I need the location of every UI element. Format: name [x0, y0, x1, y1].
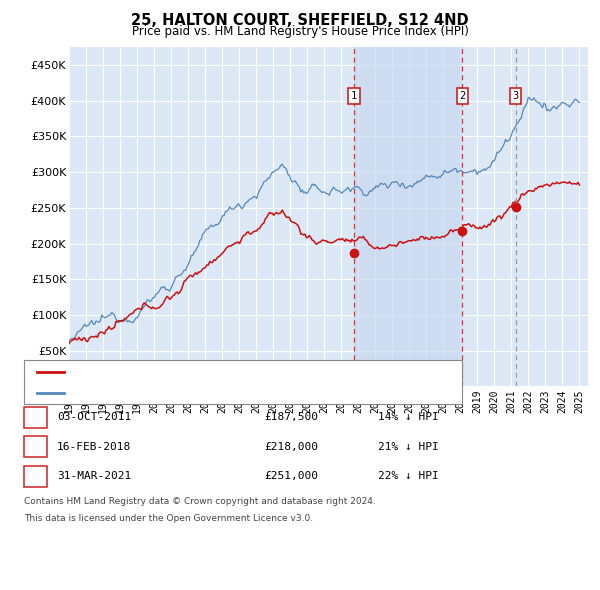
Text: 1: 1	[351, 91, 357, 101]
Text: 31-MAR-2021: 31-MAR-2021	[57, 471, 131, 481]
Text: 25, HALTON COURT, SHEFFIELD, S12 4ND: 25, HALTON COURT, SHEFFIELD, S12 4ND	[131, 13, 469, 28]
Text: 1: 1	[32, 412, 39, 422]
Text: 21% ↓ HPI: 21% ↓ HPI	[378, 442, 439, 451]
Text: £187,500: £187,500	[264, 412, 318, 422]
Text: 2: 2	[459, 91, 466, 101]
Text: 3: 3	[512, 91, 519, 101]
Text: Price paid vs. HM Land Registry's House Price Index (HPI): Price paid vs. HM Land Registry's House …	[131, 25, 469, 38]
Text: This data is licensed under the Open Government Licence v3.0.: This data is licensed under the Open Gov…	[24, 514, 313, 523]
Text: £218,000: £218,000	[264, 442, 318, 451]
Text: HPI: Average price, detached house, Sheffield: HPI: Average price, detached house, Shef…	[68, 388, 307, 398]
Bar	[354, 47, 463, 386]
Text: 16-FEB-2018: 16-FEB-2018	[57, 442, 131, 451]
Text: 25, HALTON COURT, SHEFFIELD, S12 4ND (detached house): 25, HALTON COURT, SHEFFIELD, S12 4ND (de…	[68, 368, 378, 377]
Text: 14% ↓ HPI: 14% ↓ HPI	[378, 412, 439, 422]
Text: 03-OCT-2011: 03-OCT-2011	[57, 412, 131, 422]
Text: 2: 2	[32, 442, 39, 451]
Text: 22% ↓ HPI: 22% ↓ HPI	[378, 471, 439, 481]
Text: Contains HM Land Registry data © Crown copyright and database right 2024.: Contains HM Land Registry data © Crown c…	[24, 497, 376, 506]
Text: £251,000: £251,000	[264, 471, 318, 481]
Text: 3: 3	[32, 471, 39, 481]
